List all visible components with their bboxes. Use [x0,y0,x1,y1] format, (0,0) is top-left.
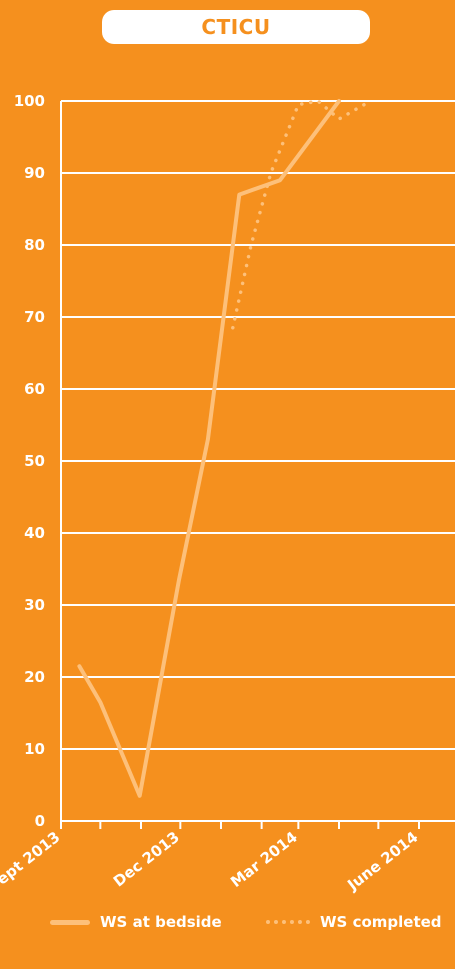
x-tick-label-1: Dec 2013 [110,828,183,891]
legend-item-completed: WS completed [266,913,442,931]
y-tick-label-80: 80 [24,236,45,254]
line-chart: 0 10 20 30 40 50 60 70 80 90 100 Sept 2013 Dec 2013 M… [0,92,455,895]
y-tick-label-10: 10 [24,740,45,758]
solid-line-swatch [50,919,90,925]
y-tick-label-30: 30 [24,596,45,614]
y-tick-label-0: 0 [35,812,45,830]
y-tick-label-60: 60 [24,380,45,398]
legend-label-bedside: WS at bedside [100,913,222,931]
y-tick-label-20: 20 [24,668,45,686]
y-tick-label-90: 90 [24,164,45,182]
y-tick-label-40: 40 [24,524,45,542]
legend-item-bedside: WS at bedside [50,913,222,931]
series-line-0 [77,99,341,798]
x-tick-label-2: Mar 2014 [227,828,301,891]
y-tick-label-50: 50 [24,452,45,470]
chart-title: CTICU [102,10,370,44]
dotted-line-swatch [266,920,310,924]
legend-label-completed: WS completed [320,913,442,931]
series-line-1 [231,99,373,330]
y-tick-label-100: 100 [14,92,45,110]
legend: WS at bedside WS completed [0,905,455,945]
x-tick-label-0: Sept 2013 [0,828,63,895]
x-tick-label-3: June 2014 [343,828,421,895]
y-tick-label-70: 70 [24,308,45,326]
